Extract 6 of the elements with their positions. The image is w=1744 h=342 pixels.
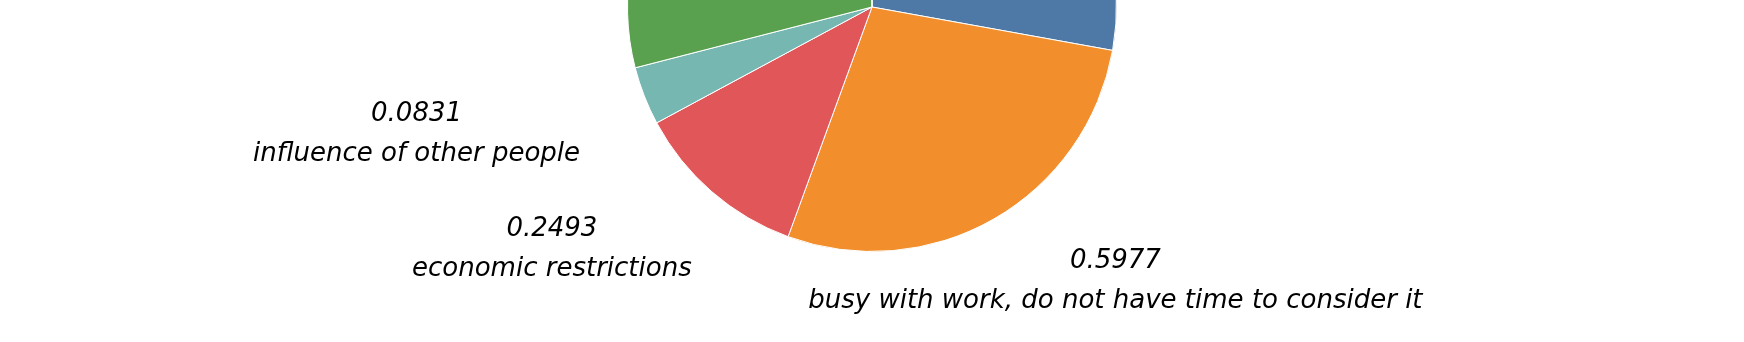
data-label: 0.0831: [371, 96, 463, 127]
slice-label: economic restrictions: [412, 251, 692, 282]
data-label: 0.5977: [1069, 244, 1162, 275]
slice-label: influence of other people: [253, 136, 581, 167]
slice-label: busy with work, do not have time to consider it: [808, 284, 1424, 315]
data-label: 0.2493: [506, 211, 598, 242]
